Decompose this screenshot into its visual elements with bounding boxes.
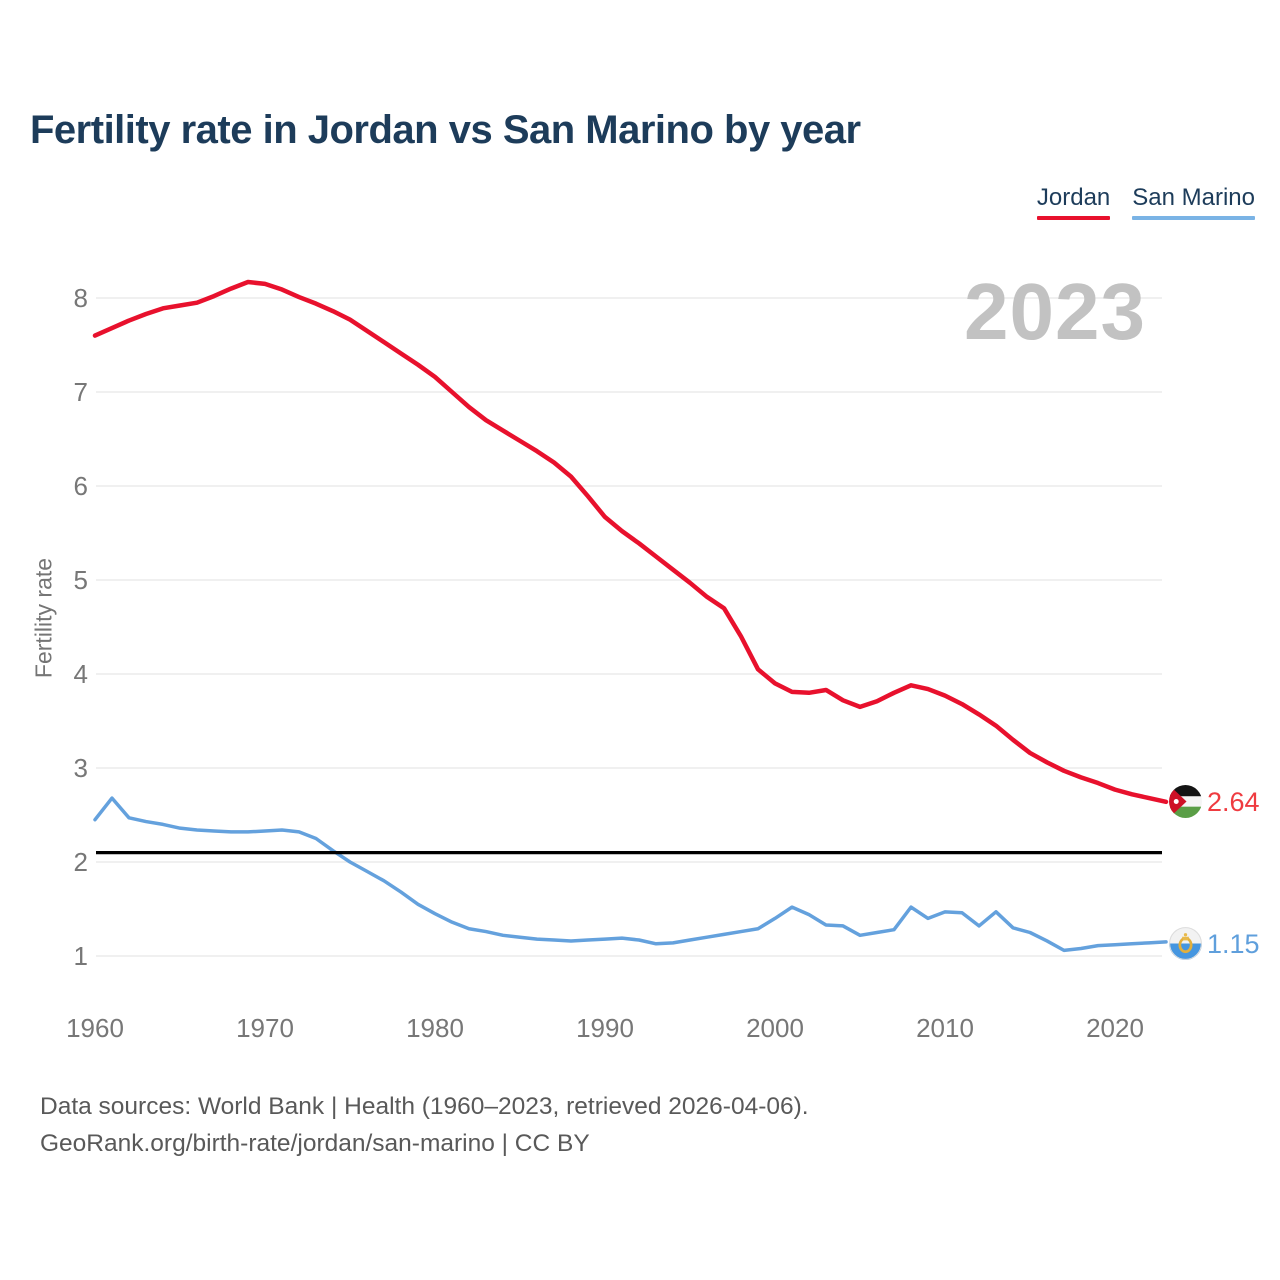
legend-item-san-marino[interactable]: San Marino	[1132, 184, 1255, 220]
data-sources-footer: Data sources: World Bank | Health (1960–…	[40, 1088, 809, 1162]
x-tick-label: 2010	[916, 1013, 974, 1043]
legend-label-jordan: Jordan	[1036, 184, 1111, 211]
san-marino-flag-icon	[1169, 927, 1202, 965]
x-tick-label: 1990	[576, 1013, 634, 1043]
legend-label-san-marino: San Marino	[1132, 184, 1255, 211]
page-title: Fertility rate in Jordan vs San Marino b…	[30, 108, 861, 152]
line-chart: 1 2 3 4 5 6 7 8 1960 1970 1980 1990 2000 2010 2020	[66, 279, 1169, 1043]
x-tick-label: 1970	[236, 1013, 294, 1043]
y-tick-label: 5	[74, 565, 88, 595]
san-marino-end-value: 1.15	[1207, 929, 1260, 959]
jordan-end-value: 2.64	[1207, 787, 1260, 817]
y-tick-label: 4	[74, 659, 88, 689]
year-watermark: 2023	[964, 267, 1146, 356]
y-tick-label: 2	[74, 847, 88, 877]
x-tick-label: 1980	[406, 1013, 464, 1043]
x-tick-label: 1960	[66, 1013, 124, 1043]
legend-item-jordan[interactable]: Jordan	[1036, 184, 1111, 220]
jordan-flag-icon	[1169, 785, 1202, 823]
y-tick-label: 7	[74, 377, 88, 407]
y-axis-title: Fertility rate	[30, 557, 57, 679]
legend-underline-jordan	[1036, 216, 1111, 220]
series-line-san-marino	[93, 796, 1168, 953]
y-tick-label: 3	[74, 753, 88, 783]
footer-line-2: GeoRank.org/birth-rate/jordan/san-marino…	[40, 1130, 590, 1157]
x-tick-label: 2020	[1086, 1013, 1144, 1043]
y-tick-label: 1	[74, 941, 88, 971]
y-tick-label: 6	[74, 471, 88, 501]
series-line-jordan	[92, 279, 1169, 805]
legend: Jordan San Marino	[1036, 184, 1255, 220]
legend-underline-san-marino	[1132, 216, 1255, 220]
x-tick-label: 2000	[746, 1013, 804, 1043]
y-tick-label: 8	[74, 283, 88, 313]
footer-line-1: Data sources: World Bank | Health (1960–…	[40, 1093, 809, 1120]
